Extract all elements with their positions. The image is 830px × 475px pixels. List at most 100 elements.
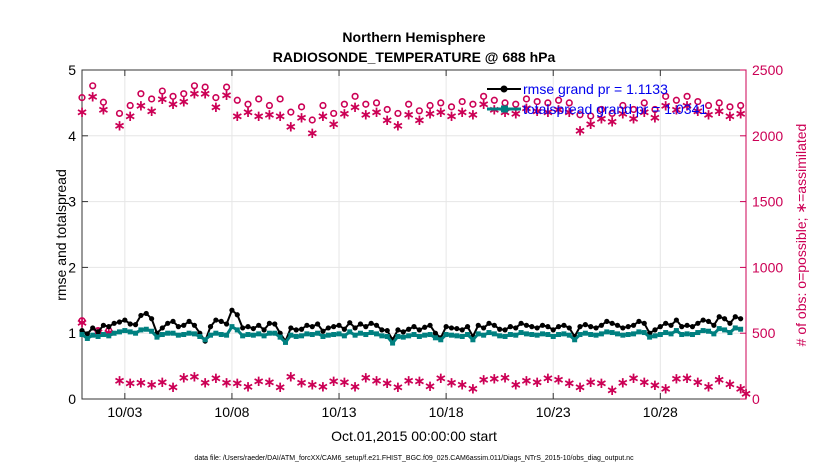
obs-assimilated-point: ∗ (638, 374, 651, 391)
rmse-point (250, 325, 256, 332)
totalspread-point (448, 332, 454, 338)
obs-assimilated-point: ∗ (381, 375, 394, 392)
obs-assimilated-point: ∗ (713, 371, 726, 388)
rmse-point (127, 321, 133, 327)
totalspread-point (127, 329, 133, 335)
rmse-point (491, 322, 497, 328)
rmse-point (507, 324, 513, 330)
totalspread-point (732, 325, 738, 331)
rmse-point (234, 312, 240, 318)
y-tick-label-right: 2500 (752, 62, 783, 78)
totalspread-point (657, 332, 663, 338)
rmse-point (663, 320, 669, 326)
totalspread-point (727, 330, 733, 336)
rmse-point (213, 317, 219, 323)
totalspread-point (299, 333, 305, 339)
totalspread-point (320, 333, 326, 339)
obs-assimilated-point: ∗ (584, 374, 597, 391)
totalspread-point (534, 332, 540, 338)
rmse-point (679, 324, 685, 330)
obs-assimilated-point: ∗ (210, 99, 223, 116)
rmse-point (630, 322, 637, 328)
totalspread-point (491, 331, 497, 337)
obs-possible-point (683, 92, 691, 100)
obs-assimilated-point: ∗ (199, 375, 212, 392)
obs-assimilated-point: ∗ (734, 105, 747, 122)
rmse-point (689, 324, 696, 330)
obs-assimilated-point: ∗ (456, 377, 469, 394)
obs-possible-point (78, 94, 86, 102)
rmse-point (721, 316, 728, 322)
totalspread-point (459, 333, 465, 339)
rmse-point (288, 325, 294, 331)
rmse-point (384, 327, 390, 334)
rmse-point (738, 316, 744, 322)
obs-possible-point (362, 100, 370, 108)
obs-assimilated-point: ∗ (563, 375, 576, 392)
obs-possible-point (554, 96, 563, 104)
totalspread-point (175, 332, 181, 338)
obs-possible-point (99, 98, 108, 106)
obs-assimilated-point: ∗ (360, 107, 373, 124)
obs-possible-point (276, 95, 284, 103)
totalspread-point (282, 339, 288, 345)
rmse-point (652, 327, 658, 333)
obs-assimilated-point: ∗ (434, 104, 447, 121)
totalspread-point (363, 332, 369, 338)
rmse-point (555, 324, 562, 330)
obs-assimilated-point: ∗ (445, 375, 458, 392)
obs-assimilated-point: ∗ (76, 104, 89, 121)
totalspread-point (106, 333, 112, 339)
totalspread-point (84, 335, 90, 341)
rmse-point (539, 322, 546, 328)
obs-assimilated-point: ∗ (124, 375, 137, 392)
obs-possible-point (405, 100, 413, 108)
obs-assimilated-point: ∗ (456, 104, 469, 121)
obs-assimilated-point: ∗ (177, 369, 190, 386)
obs-assimilated-point: ∗ (434, 370, 447, 387)
obs-possible-point (351, 92, 359, 100)
totalspread-point (556, 332, 562, 338)
series-line-totalspread (81, 325, 742, 345)
totalspread-point (202, 337, 208, 343)
obs-assimilated-point: ∗ (306, 377, 319, 394)
rmse-point (368, 320, 374, 326)
rmse-point (304, 322, 310, 328)
chart-subtitle: RADIOSONDE_TEMPERATURE @ 688 hPa (273, 49, 556, 65)
totalspread-point (706, 328, 712, 334)
totalspread-point (261, 333, 267, 339)
totalspread-point (588, 332, 594, 338)
obs-possible-point (319, 101, 327, 110)
obs-assimilated-point: ∗ (349, 99, 362, 116)
totalspread-point (652, 333, 658, 339)
obs-possible-point (672, 96, 680, 104)
totalspread-point (352, 332, 358, 338)
rmse-point (705, 318, 712, 324)
rmse-point (357, 321, 364, 327)
obs-assimilated-point: ∗ (167, 96, 180, 113)
rmse-point (577, 324, 583, 330)
obs-assimilated-point: ∗ (86, 88, 99, 105)
totalspread-point (293, 333, 299, 339)
obs-assimilated-point: ∗ (188, 369, 201, 386)
obs-assimilated-point: ∗ (145, 103, 158, 120)
obs-possible-point (265, 101, 274, 110)
rmse-point (513, 325, 519, 331)
rmse-point (379, 327, 385, 333)
totalspread-point (325, 332, 331, 338)
rmse-point (272, 321, 278, 327)
obs-assimilated-point: ∗ (156, 374, 169, 391)
totalspread-point (432, 335, 438, 341)
totalspread-point (416, 333, 422, 339)
totalspread-point (154, 334, 160, 340)
rmse-point (566, 325, 572, 331)
totalspread-point (170, 330, 176, 336)
totalspread-point (454, 333, 460, 339)
plot-area: 10/03 10/08 10/13 10/18 10/23 10/28 0 1 2 3 4 5 0 500… (68, 62, 783, 420)
rmse-point (186, 318, 192, 324)
rmse-point (673, 317, 679, 323)
totalspread-point (572, 337, 578, 343)
totalspread-point (315, 330, 321, 336)
totalspread-point (620, 332, 626, 338)
totalspread-point (523, 331, 529, 337)
